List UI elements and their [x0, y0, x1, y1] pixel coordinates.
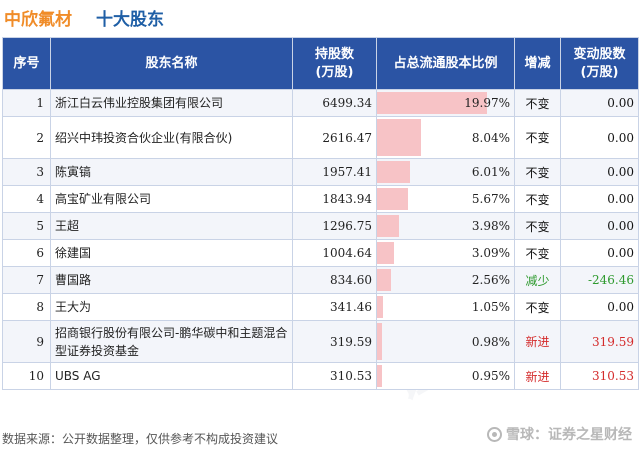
- table-row: 1 浙江白云伟业控股集团有限公司 6499.34 19.97% 不变 0.00: [3, 90, 639, 117]
- shares-held: 1004.64: [293, 240, 377, 267]
- table-row: 6 徐建国 1004.64 3.09% 不变 0.00: [3, 240, 639, 267]
- change-shares: 0.00: [561, 186, 639, 213]
- ratio-value: 1.05%: [377, 300, 514, 314]
- change-status: 不变: [515, 117, 561, 159]
- change-status: 不变: [515, 240, 561, 267]
- ratio-value: 0.98%: [377, 335, 514, 349]
- shares-held: 1296.75: [293, 213, 377, 240]
- table-row: 5 王超 1296.75 3.98% 不变 0.00: [3, 213, 639, 240]
- ratio-value: 0.95%: [377, 369, 514, 383]
- row-index: 6: [3, 240, 51, 267]
- title-bar: 中欣氟材 十大股东: [0, 0, 640, 34]
- table-row: 8 王大为 341.46 1.05% 不变 0.00: [3, 294, 639, 321]
- shareholder-name: 高宝矿业有限公司: [51, 186, 293, 213]
- shareholder-name: UBS AG: [51, 363, 293, 390]
- change-status: 不变: [515, 186, 561, 213]
- shareholder-name: 浙江白云伟业控股集团有限公司: [51, 90, 293, 117]
- data-source-note: 数据来源：公开数据整理，仅供参考不构成投资建议: [2, 430, 278, 447]
- change-status: 不变: [515, 90, 561, 117]
- ratio-cell: 0.98%: [377, 321, 515, 363]
- snowball-icon: [487, 427, 502, 442]
- column-header-ratio: 占总流通股本比例: [377, 38, 515, 90]
- column-header-index: 序号: [3, 38, 51, 90]
- change-shares: 0.00: [561, 90, 639, 117]
- change-shares: 0.00: [561, 240, 639, 267]
- change-shares: 0.00: [561, 213, 639, 240]
- change-shares: 319.59: [561, 321, 639, 363]
- change-shares: 0.00: [561, 117, 639, 159]
- shares-held: 1843.94: [293, 186, 377, 213]
- row-index: 2: [3, 117, 51, 159]
- section-title: 十大股东: [96, 5, 164, 30]
- change-status: 不变: [515, 294, 561, 321]
- column-header-delta: 变动股数 (万股): [561, 38, 639, 90]
- change-status: 不变: [515, 213, 561, 240]
- ratio-value: 5.67%: [377, 192, 514, 206]
- ratio-cell: 8.04%: [377, 117, 515, 159]
- table-header-row: 序号 股东名称 持股数 (万股) 占总流通股本比例 增减 变动股数 (万股): [3, 38, 639, 90]
- ratio-value: 3.09%: [377, 246, 514, 260]
- row-index: 5: [3, 213, 51, 240]
- column-header-change: 增减: [515, 38, 561, 90]
- table-row: 9 招商银行股份有限公司-鹏华碳中和主题混合型证券投资基金 319.59 0.98% 新…: [3, 321, 639, 363]
- ratio-cell: 5.67%: [377, 186, 515, 213]
- shares-held: 319.59: [293, 321, 377, 363]
- shareholder-name: 王大为: [51, 294, 293, 321]
- row-index: 3: [3, 159, 51, 186]
- shareholders-table: 序号 股东名称 持股数 (万股) 占总流通股本比例 增减 变动股数 (万股) 1…: [2, 37, 639, 390]
- ratio-cell: 0.95%: [377, 363, 515, 390]
- shareholder-name: 徐建国: [51, 240, 293, 267]
- column-header-name: 股东名称: [51, 38, 293, 90]
- row-index: 8: [3, 294, 51, 321]
- row-index: 7: [3, 267, 51, 294]
- shares-held: 834.60: [293, 267, 377, 294]
- change-shares: -246.46: [561, 267, 639, 294]
- shares-held: 1957.41: [293, 159, 377, 186]
- ratio-cell: 19.97%: [377, 90, 515, 117]
- shareholder-name: 绍兴中玮投资合伙企业(有限合伙): [51, 117, 293, 159]
- ratio-value: 8.04%: [377, 131, 514, 145]
- change-status: 新进: [515, 363, 561, 390]
- ratio-cell: 2.56%: [377, 267, 515, 294]
- ratio-value: 2.56%: [377, 273, 514, 287]
- table-row: 3 陈寅镐 1957.41 6.01% 不变 0.00: [3, 159, 639, 186]
- ratio-value: 3.98%: [377, 219, 514, 233]
- ratio-cell: 1.05%: [377, 294, 515, 321]
- row-index: 9: [3, 321, 51, 363]
- ratio-cell: 3.09%: [377, 240, 515, 267]
- shareholder-name: 陈寅镐: [51, 159, 293, 186]
- company-title: 中欣氟材: [4, 5, 72, 30]
- shares-held: 2616.47: [293, 117, 377, 159]
- row-index: 1: [3, 90, 51, 117]
- shares-held: 6499.34: [293, 90, 377, 117]
- ratio-cell: 3.98%: [377, 213, 515, 240]
- change-status: 不变: [515, 159, 561, 186]
- table-row: 4 高宝矿业有限公司 1843.94 5.67% 不变 0.00: [3, 186, 639, 213]
- shareholder-name: 王超: [51, 213, 293, 240]
- change-status: 减少: [515, 267, 561, 294]
- change-status: 新进: [515, 321, 561, 363]
- ratio-value: 19.97%: [377, 96, 514, 110]
- brand-label: 雪球：证券之星财经: [506, 424, 632, 444]
- change-shares: 0.00: [561, 159, 639, 186]
- row-index: 4: [3, 186, 51, 213]
- row-index: 10: [3, 363, 51, 390]
- change-shares: 0.00: [561, 294, 639, 321]
- shares-held: 310.53: [293, 363, 377, 390]
- column-header-shares: 持股数 (万股): [293, 38, 377, 90]
- change-shares: 310.53: [561, 363, 639, 390]
- brand-logo: 雪球：证券之星财经: [487, 424, 632, 444]
- ratio-cell: 6.01%: [377, 159, 515, 186]
- shareholder-name: 招商银行股份有限公司-鹏华碳中和主题混合型证券投资基金: [51, 321, 293, 363]
- table-row: 2 绍兴中玮投资合伙企业(有限合伙) 2616.47 8.04% 不变 0.00: [3, 117, 639, 159]
- table-row: 10 UBS AG 310.53 0.95% 新进 310.53: [3, 363, 639, 390]
- shares-held: 341.46: [293, 294, 377, 321]
- shareholder-name: 曹国路: [51, 267, 293, 294]
- table-row: 7 曹国路 834.60 2.56% 减少 -246.46: [3, 267, 639, 294]
- ratio-value: 6.01%: [377, 165, 514, 179]
